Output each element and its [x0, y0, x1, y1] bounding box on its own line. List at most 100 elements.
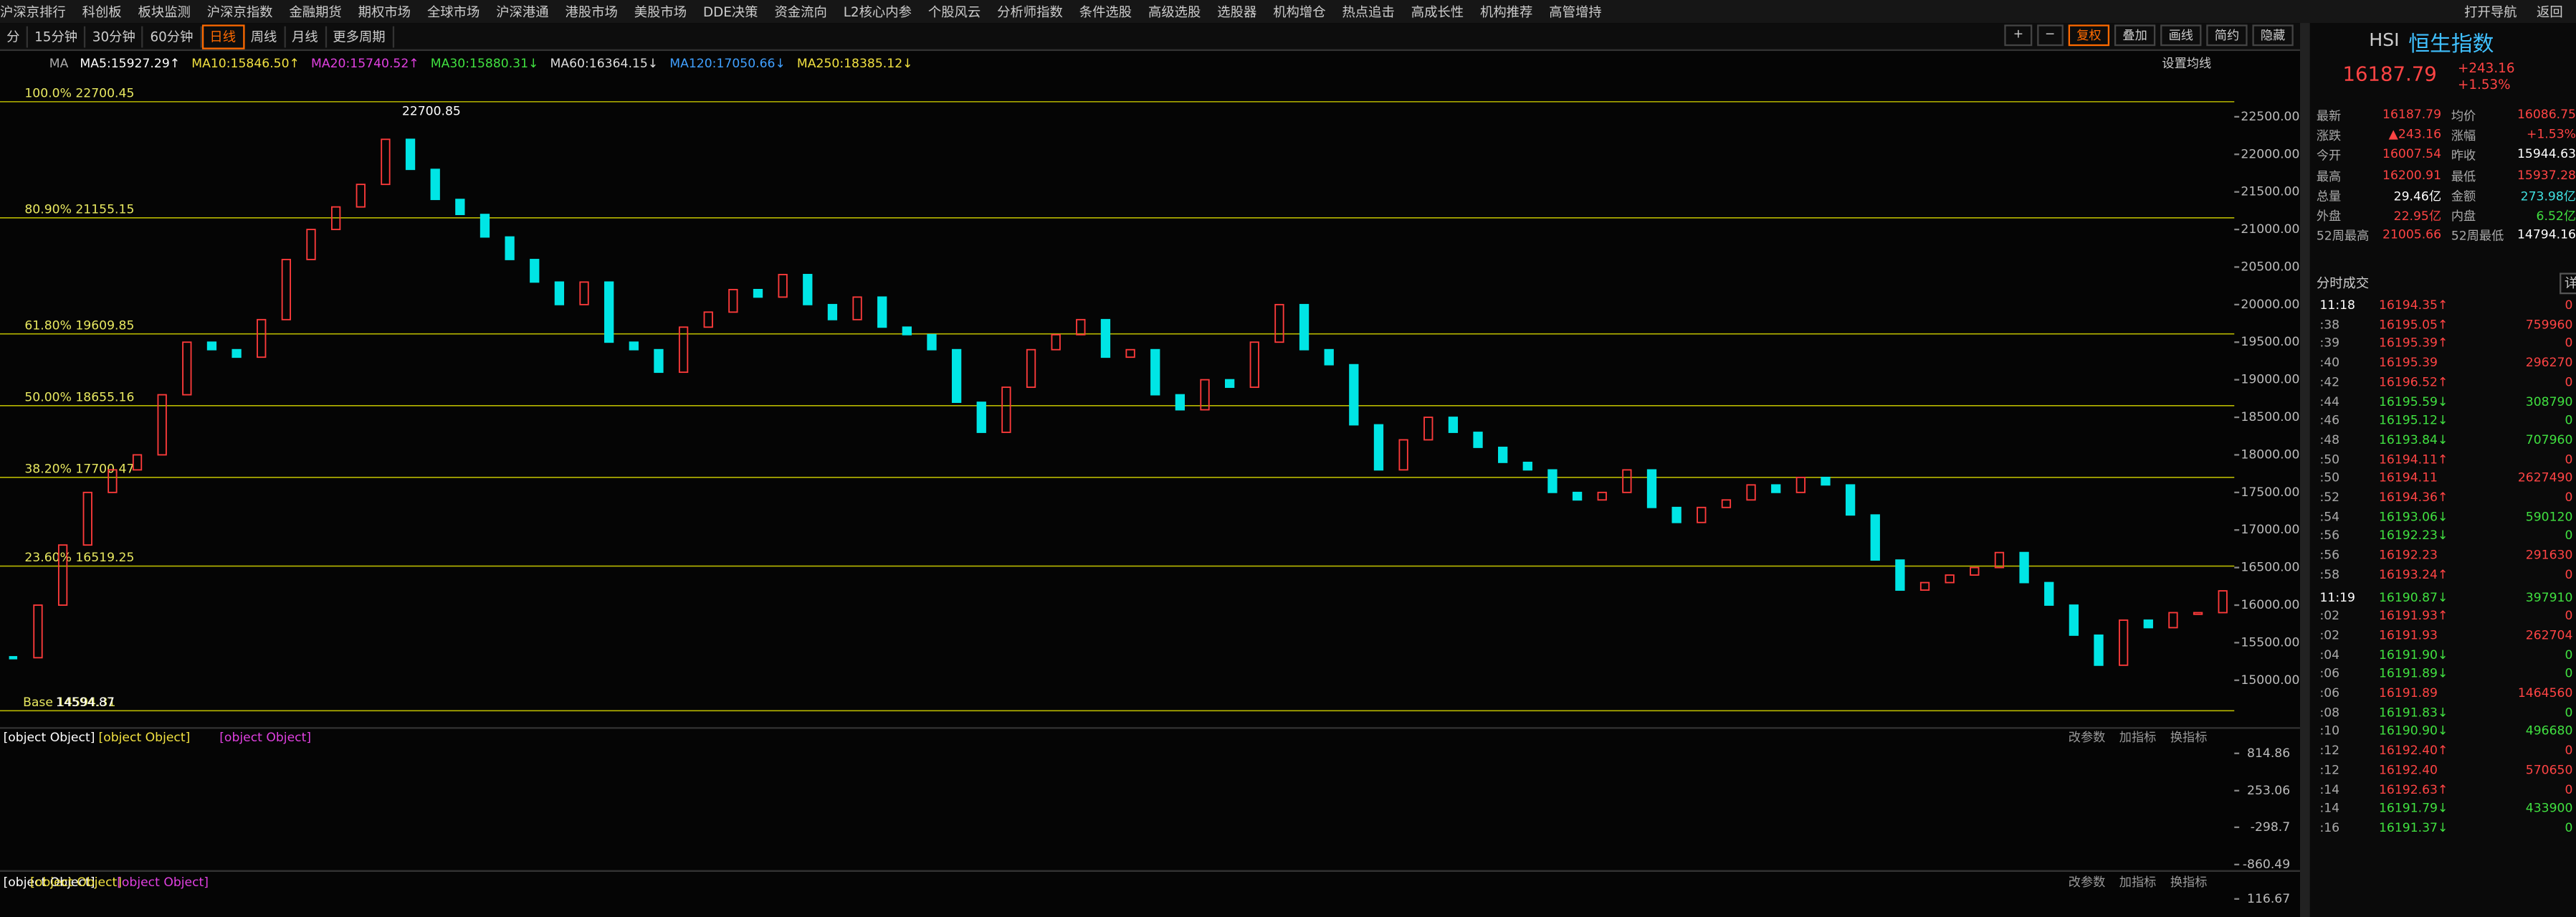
trade-row: :48 16193.84↓ 707960: [2317, 432, 2576, 450]
menu-item[interactable]: 全球市场: [426, 4, 480, 19]
candle: [1125, 348, 1135, 358]
menu-item[interactable]: 机构推荐: [1480, 4, 1533, 19]
trade-price: 16195.05↑: [2378, 316, 2448, 332]
trade-row: :52 16194.36↑ 0: [2317, 490, 2576, 508]
period-button[interactable]: 更多周期: [326, 25, 394, 47]
tool-button[interactable]: 复权: [2068, 24, 2110, 47]
menu-item[interactable]: 机构增仓: [1273, 4, 1326, 19]
menu-item[interactable]: 资金流向: [774, 4, 827, 19]
panel-button[interactable]: 加指标: [2119, 731, 2157, 745]
menu-item[interactable]: 分析师指数: [997, 4, 1063, 19]
menu-item[interactable]: 高管增持: [1549, 4, 1602, 19]
menu-item[interactable]: 港股市场: [565, 4, 618, 19]
trade-time: :14: [2319, 800, 2340, 816]
menu-item[interactable]: 高级选股: [1148, 4, 1201, 19]
trade-row: :02 16191.93 262704: [2317, 627, 2576, 645]
panel-button[interactable]: 换指标: [2170, 875, 2208, 890]
menu-item[interactable]: 板块监测: [138, 4, 191, 19]
candle: [1398, 439, 1408, 471]
trade-time: :42: [2319, 374, 2340, 389]
quote-panel: HSI 恒生指数 16187.79 +243.16 +1.53% 最新 16187.79 均价…: [2299, 23, 2576, 917]
quote-row: 今开 16007.54 昨收 15944.63: [2317, 147, 2576, 165]
period-button[interactable]: 分: [0, 25, 28, 47]
candle: [1473, 432, 1483, 448]
trade-price: 16191.93: [2378, 627, 2438, 642]
ma-value: MA5:15927.29↑: [80, 55, 181, 71]
menu-item[interactable]: 沪深京指数: [206, 4, 273, 19]
quote-key: 金额: [2451, 189, 2476, 204]
detail-button[interactable]: 详: [2560, 272, 2576, 295]
trade-time: :48: [2319, 432, 2340, 447]
menu-item[interactable]: 选股器: [1217, 4, 1257, 19]
tool-button[interactable]: 隐藏: [2252, 24, 2294, 47]
tool-button[interactable]: 简约: [2206, 24, 2248, 47]
y-tick-label: 814.86: [2247, 746, 2290, 761]
quote-key: 昨收: [2451, 148, 2476, 163]
candle: [703, 311, 713, 328]
candle: [902, 326, 912, 336]
trade-time: :04: [2319, 647, 2340, 662]
candle: [530, 259, 540, 283]
trade-volume: 0: [2565, 451, 2573, 467]
trade-volume: 397910: [2525, 589, 2573, 604]
menu-item[interactable]: 高成长性: [1411, 4, 1464, 19]
period-button[interactable]: 15分钟: [28, 25, 86, 47]
period-button[interactable]: 日线: [201, 24, 244, 49]
menu-item[interactable]: 热点追击: [1342, 4, 1395, 19]
trade-time: :38: [2319, 316, 2340, 332]
candle: [182, 341, 192, 396]
menu-right: 打开导航 返回: [2464, 0, 2563, 23]
candle: [654, 348, 664, 374]
candle: [356, 184, 366, 208]
tool-button[interactable]: +: [2005, 24, 2032, 47]
ma-value: MA120:17050.66↓: [669, 55, 786, 71]
quote-value: 21005.66: [2382, 227, 2442, 242]
y-tick-label: 15500.00: [2241, 635, 2299, 650]
menu-item[interactable]: 美股市场: [634, 4, 687, 19]
quote-row: 外盘 22.95亿 内盘 6.52亿: [2317, 207, 2576, 225]
panel-button[interactable]: 改参数: [2069, 875, 2106, 890]
trade-time: 11:18: [2319, 297, 2356, 313]
period-button[interactable]: 60分钟: [143, 25, 201, 47]
candle: [579, 281, 589, 305]
trade-time: :39: [2319, 336, 2340, 351]
section-title: 分时成交: [2316, 276, 2370, 291]
candle: [1274, 303, 1284, 343]
tool-button[interactable]: 叠加: [2114, 24, 2156, 47]
trade-price: 16193.06↓: [2378, 508, 2448, 524]
tool-button[interactable]: 画线: [2160, 24, 2202, 47]
menu-item[interactable]: 金融期货: [289, 4, 342, 19]
tool-button[interactable]: −: [2036, 24, 2064, 47]
trade-price: 16194.35↑: [2378, 297, 2448, 313]
trade-volume: 0: [2565, 490, 2573, 505]
ma-settings[interactable]: 设置均线: [2162, 55, 2212, 71]
menu-item[interactable]: 个股风云: [927, 4, 981, 19]
period-button[interactable]: 月线: [285, 25, 327, 47]
menu-item[interactable]: 返回: [2537, 4, 2563, 19]
panel-button[interactable]: 换指标: [2170, 731, 2208, 745]
menu-item[interactable]: 沪深港通: [496, 4, 549, 19]
ma-value: MA30:15880.31↓: [430, 55, 539, 71]
menu-item[interactable]: L2核心内参: [843, 4, 912, 19]
candle: [629, 341, 639, 351]
menu-item[interactable]: 沪深京排行: [0, 4, 66, 19]
trade-price: 16190.87↓: [2378, 589, 2448, 604]
panel-button[interactable]: 改参数: [2069, 731, 2106, 745]
candle: [1522, 461, 1532, 471]
candle: [9, 656, 18, 660]
candle: [951, 348, 962, 403]
trade-volume: 1464560: [2517, 685, 2573, 700]
menu-item[interactable]: 科创板: [82, 4, 122, 19]
panel-button[interactable]: 加指标: [2119, 875, 2157, 890]
menu-item[interactable]: 条件选股: [1079, 4, 1132, 19]
menu-item[interactable]: 打开导航: [2464, 4, 2517, 19]
menu-item[interactable]: DDE决策: [703, 4, 758, 19]
trade-row: :56 16192.23↓ 0: [2317, 528, 2576, 546]
trade-price: 16195.39↑: [2378, 336, 2448, 351]
y-tick-label: 18500.00: [2241, 410, 2299, 424]
trade-row: :46 16195.12↓ 0: [2317, 413, 2576, 431]
period-button[interactable]: 30分钟: [86, 25, 144, 47]
period-button[interactable]: 周线: [244, 25, 285, 47]
fib-label: Base 14594.31: [23, 695, 115, 710]
menu-item[interactable]: 期权市场: [358, 4, 411, 19]
